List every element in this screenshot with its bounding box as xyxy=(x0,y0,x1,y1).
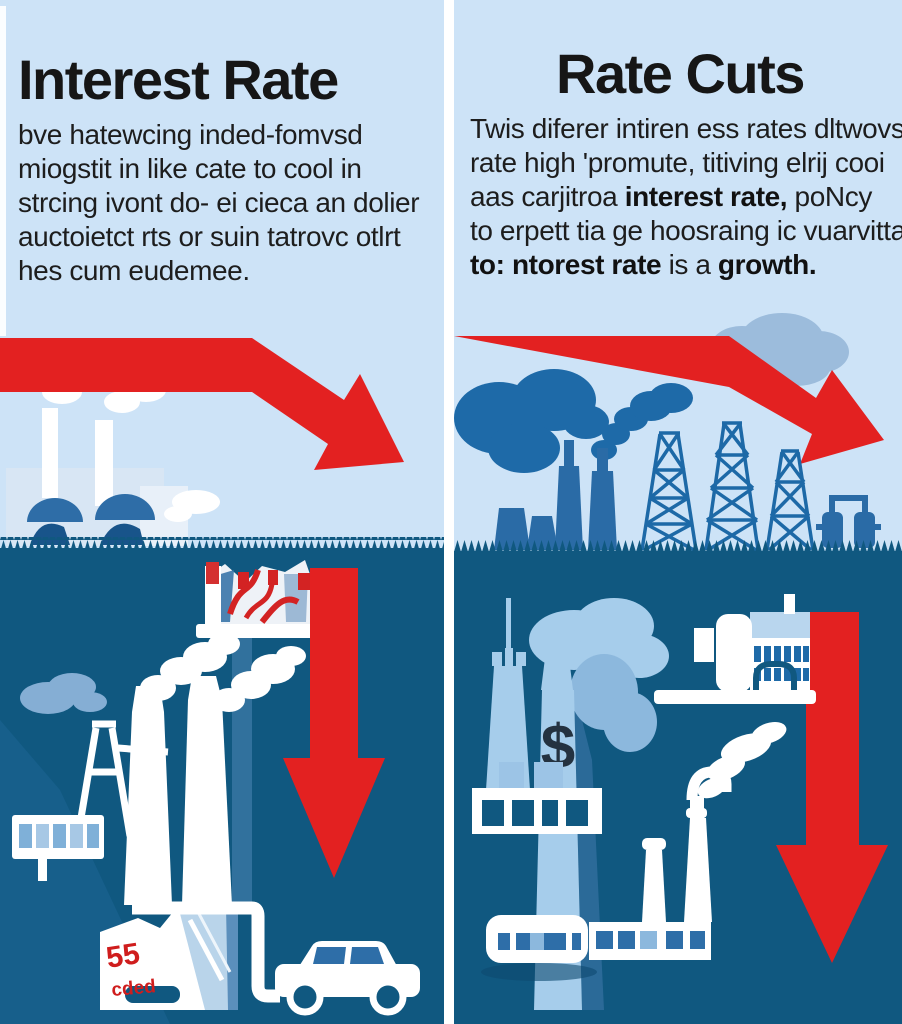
train-icon xyxy=(481,915,597,981)
white-smokestacks xyxy=(124,633,306,905)
factory-with-graffiti xyxy=(196,560,314,638)
body-line: aas carjitroa interest rate, poNcy xyxy=(470,180,898,214)
body-line: to erpett tia ge hoosraing ic vuarvittat xyxy=(470,215,902,247)
body-text: poNcy xyxy=(787,181,873,213)
dark-smoke-clouds xyxy=(454,369,693,473)
grass-edge xyxy=(454,540,902,552)
body-text: aas carjitroa xyxy=(470,181,625,213)
rate-cuts-illustration: $ xyxy=(454,0,902,1024)
body-line: strcing ivont do- ei cieca an dolier xyxy=(18,187,420,219)
body-text: to: xyxy=(470,249,512,281)
platform-building xyxy=(472,762,602,834)
smokestacks xyxy=(494,440,617,550)
declining-trend-arrow-icon xyxy=(454,336,884,464)
body-line: miogstit in like cate to cool in xyxy=(18,153,362,185)
body-line: Twis diferer intiren ess rates dltwovs xyxy=(470,113,902,145)
right-text-block: Rate Cuts Twis diferer intiren ess rates… xyxy=(462,42,902,282)
interest-rate-illustration: 55 cded xyxy=(0,0,444,1024)
growth-economy-scene: $ xyxy=(472,594,888,1010)
cooling-economy-scene: 55 cded xyxy=(0,560,420,1024)
bold-phrase: ntorest rate xyxy=(511,249,662,281)
body-line: hes cum eudemee. xyxy=(18,255,250,287)
left-text-block: Interest Rate bve hatewcing inded-fomvsd… xyxy=(18,48,436,288)
factory-on-shelf xyxy=(654,594,816,704)
panel-divider xyxy=(444,0,454,1024)
antenna xyxy=(506,598,511,662)
smoke-wisp xyxy=(697,721,787,799)
graffiti-text-1: 55 xyxy=(104,937,142,975)
body-line: bve hatewcing inded-fomvsd xyxy=(18,119,363,151)
right-panel-title: Rate Cuts xyxy=(556,42,805,105)
grass-edge xyxy=(0,537,444,549)
smoke-cloud xyxy=(20,673,107,714)
left-panel-paragraph: bve hatewcing inded-fomvsd miogstit in l… xyxy=(18,118,436,288)
car-icon xyxy=(275,941,420,1016)
industrial-skyline xyxy=(454,369,881,552)
bold-phrase: growth. xyxy=(717,249,817,281)
tank-unit xyxy=(816,495,881,548)
declining-trend-arrow-icon xyxy=(0,338,404,470)
interest-rate-panel: 55 cded Interest Rate bve hat xyxy=(0,0,444,1024)
lattice-towers xyxy=(640,421,815,552)
body-line: to: ntorest rate is a growth. xyxy=(470,248,898,282)
graffiti-text-2: cded xyxy=(111,976,157,1001)
down-arrow-icon xyxy=(283,568,385,878)
edge-highlight xyxy=(0,6,6,336)
bold-phrase: interest rate, xyxy=(624,181,788,213)
exhaust-pipe xyxy=(132,901,280,1003)
hopper xyxy=(12,815,104,881)
body-line: rate high 'promute, titiving elrij cooi xyxy=(470,147,885,179)
rate-cuts-panel: $ xyxy=(454,0,902,1024)
right-panel-paragraph: Twis diferer intiren ess rates dltwovs r… xyxy=(462,112,902,282)
small-factory-icon xyxy=(589,766,732,960)
body-text: is a xyxy=(661,249,718,281)
graffiti-building: 55 cded xyxy=(100,906,238,1010)
body-line: auctoietct rts or suin tatrovc otlrt xyxy=(18,221,401,253)
left-panel-title: Interest Rate xyxy=(18,48,339,111)
down-arrow-icon xyxy=(776,612,888,963)
